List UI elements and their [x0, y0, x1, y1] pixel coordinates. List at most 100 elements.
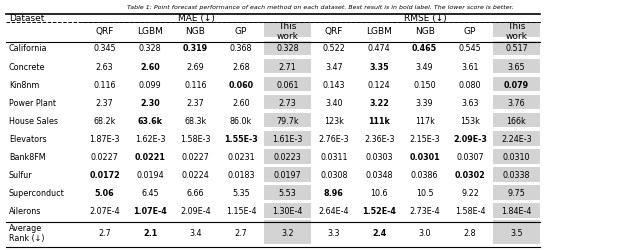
- Text: 0.0227: 0.0227: [91, 152, 118, 161]
- Text: 1.15E-4: 1.15E-4: [226, 206, 256, 215]
- Text: 10.5: 10.5: [416, 188, 433, 197]
- Text: 0.099: 0.099: [139, 80, 161, 89]
- FancyBboxPatch shape: [264, 42, 311, 56]
- Text: 2.09E-3: 2.09E-3: [453, 134, 487, 143]
- Text: 0.0308: 0.0308: [320, 170, 348, 179]
- Text: Average
Rank (↓): Average Rank (↓): [9, 223, 44, 242]
- Text: This
work: This work: [276, 22, 298, 41]
- FancyBboxPatch shape: [493, 186, 540, 200]
- Text: 153k: 153k: [460, 116, 480, 125]
- Text: 0.319: 0.319: [183, 44, 208, 53]
- Text: QRF: QRF: [95, 27, 114, 36]
- Text: 0.0307: 0.0307: [456, 152, 484, 161]
- FancyBboxPatch shape: [264, 186, 311, 200]
- Text: 6.45: 6.45: [141, 188, 159, 197]
- Text: 3.76: 3.76: [508, 98, 525, 107]
- Text: 2.64E-4: 2.64E-4: [319, 206, 349, 215]
- Text: 3.40: 3.40: [325, 98, 342, 107]
- Text: Dataset: Dataset: [9, 14, 44, 23]
- Text: 3.0: 3.0: [419, 228, 431, 237]
- Text: 1.87E-3: 1.87E-3: [90, 134, 120, 143]
- Text: 3.47: 3.47: [325, 62, 342, 71]
- Text: NGB: NGB: [415, 27, 435, 36]
- FancyBboxPatch shape: [264, 78, 311, 92]
- Text: 0.0197: 0.0197: [273, 170, 301, 179]
- Text: Sulfur: Sulfur: [9, 170, 33, 179]
- Text: 0.465: 0.465: [412, 44, 437, 53]
- Text: 2.7: 2.7: [235, 228, 247, 237]
- FancyBboxPatch shape: [493, 220, 540, 244]
- Text: 0.124: 0.124: [368, 80, 390, 89]
- Text: 0.080: 0.080: [459, 80, 481, 89]
- Text: 0.0348: 0.0348: [365, 170, 393, 179]
- FancyBboxPatch shape: [264, 24, 311, 38]
- Text: 0.0301: 0.0301: [410, 152, 440, 161]
- Text: 3.2: 3.2: [281, 228, 294, 237]
- Text: 166k: 166k: [507, 116, 526, 125]
- Text: Ailerons: Ailerons: [9, 206, 42, 215]
- Text: 0.0224: 0.0224: [182, 170, 209, 179]
- Text: 0.545: 0.545: [459, 44, 481, 53]
- Text: 2.73E-4: 2.73E-4: [410, 206, 440, 215]
- Text: 68.2k: 68.2k: [93, 116, 116, 125]
- Text: QRF: QRF: [324, 27, 343, 36]
- Text: 0.0183: 0.0183: [227, 170, 255, 179]
- FancyBboxPatch shape: [264, 168, 311, 182]
- Text: 2.4: 2.4: [372, 228, 387, 237]
- Text: 2.24E-3: 2.24E-3: [501, 134, 532, 143]
- Text: 0.060: 0.060: [228, 80, 253, 89]
- FancyBboxPatch shape: [264, 60, 311, 74]
- FancyBboxPatch shape: [493, 42, 540, 56]
- Text: 0.061: 0.061: [276, 80, 299, 89]
- Text: 2.69: 2.69: [187, 62, 204, 71]
- Text: 1.55E-3: 1.55E-3: [224, 134, 258, 143]
- Text: RMSE (↓): RMSE (↓): [404, 14, 447, 23]
- Text: 0.150: 0.150: [413, 80, 436, 89]
- Text: 5.53: 5.53: [278, 188, 296, 197]
- Text: 0.474: 0.474: [368, 44, 390, 53]
- FancyBboxPatch shape: [493, 114, 540, 128]
- Text: 5.35: 5.35: [232, 188, 250, 197]
- FancyBboxPatch shape: [493, 60, 540, 74]
- Text: 9.75: 9.75: [508, 188, 525, 197]
- Text: 1.84E-4: 1.84E-4: [501, 206, 532, 215]
- Text: Concrete: Concrete: [9, 62, 45, 71]
- Text: 2.07E-4: 2.07E-4: [90, 206, 120, 215]
- Text: 1.30E-4: 1.30E-4: [272, 206, 303, 215]
- FancyBboxPatch shape: [493, 168, 540, 182]
- Text: LGBM: LGBM: [137, 27, 163, 36]
- FancyBboxPatch shape: [264, 114, 311, 128]
- Text: 2.37: 2.37: [187, 98, 204, 107]
- Text: 0.116: 0.116: [93, 80, 116, 89]
- Text: 0.345: 0.345: [93, 44, 116, 53]
- Text: 0.328: 0.328: [139, 44, 161, 53]
- Text: 0.143: 0.143: [323, 80, 345, 89]
- Text: 0.0386: 0.0386: [411, 170, 438, 179]
- Text: 3.65: 3.65: [508, 62, 525, 71]
- Text: GP: GP: [235, 27, 247, 36]
- Text: 8.96: 8.96: [324, 188, 344, 197]
- Text: LGBM: LGBM: [366, 27, 392, 36]
- FancyBboxPatch shape: [264, 204, 311, 218]
- Text: 0.0311: 0.0311: [320, 152, 348, 161]
- Text: Superconduct: Superconduct: [9, 188, 65, 197]
- Text: 3.39: 3.39: [416, 98, 433, 107]
- Text: 2.7: 2.7: [99, 228, 111, 237]
- Text: 123k: 123k: [324, 116, 344, 125]
- Text: 3.49: 3.49: [416, 62, 433, 71]
- Text: Power Plant: Power Plant: [9, 98, 56, 107]
- Text: 0.0231: 0.0231: [227, 152, 255, 161]
- Text: 0.517: 0.517: [505, 44, 528, 53]
- Text: MAE (↓): MAE (↓): [178, 14, 215, 23]
- FancyBboxPatch shape: [493, 24, 540, 38]
- FancyBboxPatch shape: [493, 204, 540, 218]
- FancyBboxPatch shape: [264, 132, 311, 146]
- Text: 6.66: 6.66: [187, 188, 204, 197]
- Text: California: California: [9, 44, 47, 53]
- Text: 0.116: 0.116: [184, 80, 207, 89]
- Text: 2.30: 2.30: [140, 98, 160, 107]
- Text: 2.68: 2.68: [232, 62, 250, 71]
- Text: NGB: NGB: [186, 27, 205, 36]
- Text: GP: GP: [464, 27, 476, 36]
- Text: 3.22: 3.22: [369, 98, 389, 107]
